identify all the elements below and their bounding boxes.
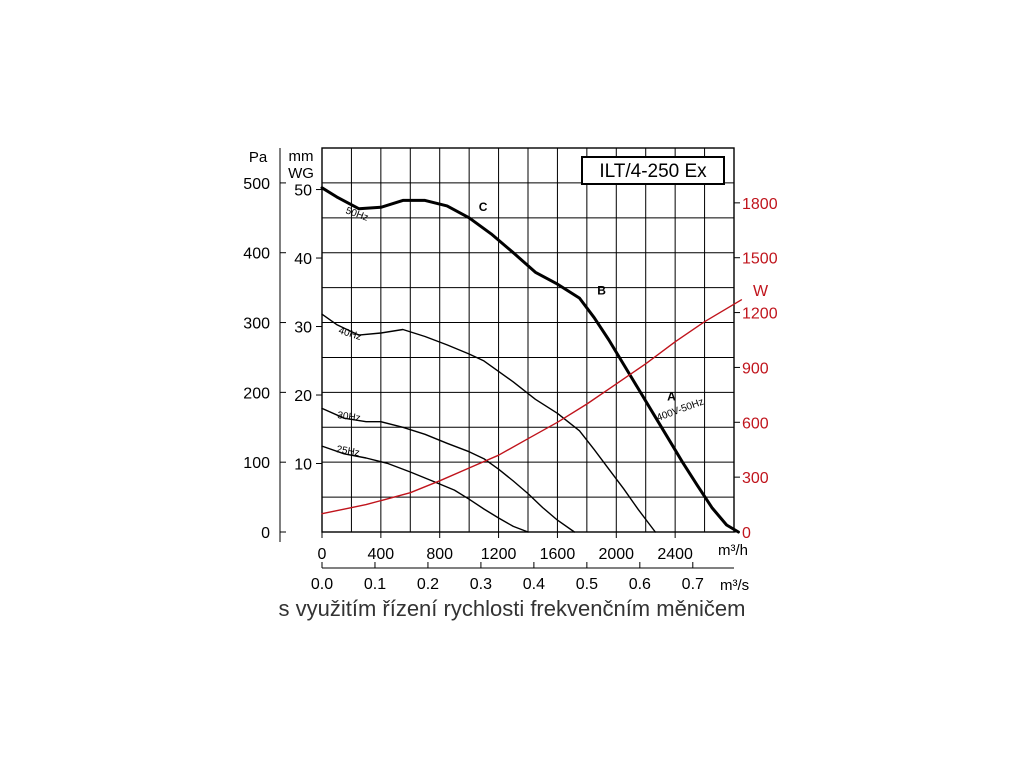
x-secondary-tick-label: 0.3 (470, 576, 492, 593)
x-secondary-tick-label: 0.7 (682, 576, 704, 593)
w-tick-label: 300 (742, 470, 769, 487)
pa-tick-label: 0 (261, 525, 270, 542)
pa-tick-label: 500 (243, 176, 270, 193)
x-tick-label: 800 (426, 546, 453, 563)
x-secondary-tick-label: 0.5 (576, 576, 598, 593)
x-secondary-tick-label: 0.2 (417, 576, 439, 593)
series-label: 400V-50Hz (655, 397, 705, 424)
x-secondary-tick-label: 0.6 (629, 576, 651, 593)
w-tick-label: 600 (742, 415, 769, 432)
series-line-40hz (321, 313, 656, 533)
w-tick-label: 1800 (742, 196, 778, 213)
series-line-25hz (321, 445, 529, 533)
chart-grid (279, 147, 740, 569)
w-tick-label: 900 (742, 360, 769, 377)
point-label: C (479, 200, 488, 214)
series-line-30hz (321, 407, 576, 533)
pa-tick-label: 400 (243, 246, 270, 263)
series-line-400v-50hz (321, 299, 743, 515)
mmwg-tick-label: 10 (294, 457, 312, 474)
x-tick-label: 0 (318, 546, 327, 563)
x-secondary-tick-label: 0.0 (311, 576, 333, 593)
x-secondary-tick-label: 0.1 (364, 576, 386, 593)
pa-unit-label: Pa (249, 149, 268, 166)
series-line-50hz (320, 186, 740, 534)
mmwg-tick-label: 30 (294, 320, 312, 337)
mmwg-tick-label: 40 (294, 251, 312, 268)
w-tick-label: 1200 (742, 306, 778, 323)
chart-title: ILT/4-250 Ex (599, 161, 707, 182)
mmwg-tick-label: 20 (294, 388, 312, 405)
series-label: 25Hz (335, 444, 360, 459)
w-unit-label: W (753, 283, 769, 300)
point-label: B (597, 284, 606, 298)
x-tick-label: 1600 (540, 546, 576, 563)
x-tick-label: 400 (368, 546, 395, 563)
point-label: A (667, 390, 676, 404)
x-tick-label: 2000 (598, 546, 634, 563)
mmwg-unit-label-line1: mm (289, 148, 314, 165)
x-primary-unit-label: m³/h (718, 542, 748, 559)
series-label: 40Hz (337, 325, 363, 343)
chart-caption: s využitím řízení rychlosti frekvenčním … (278, 596, 746, 621)
mmwg-unit-label-line2: WG (288, 165, 314, 182)
chart-title-box: ILT/4-250 Ex (581, 156, 725, 185)
pa-tick-label: 200 (243, 385, 270, 402)
series-label: 30Hz (337, 410, 362, 424)
pa-tick-label: 300 (243, 316, 270, 333)
x-secondary-tick-label: 0.4 (523, 576, 545, 593)
x-secondary-unit-label: m³/s (720, 577, 749, 594)
pa-tick-label: 100 (243, 455, 270, 472)
w-tick-label: 0 (742, 525, 751, 542)
w-tick-label: 1500 (742, 251, 778, 268)
chart-series (320, 186, 743, 534)
x-tick-label: 1200 (481, 546, 517, 563)
x-tick-label: 2400 (657, 546, 693, 563)
mmwg-tick-label: 50 (294, 183, 312, 200)
